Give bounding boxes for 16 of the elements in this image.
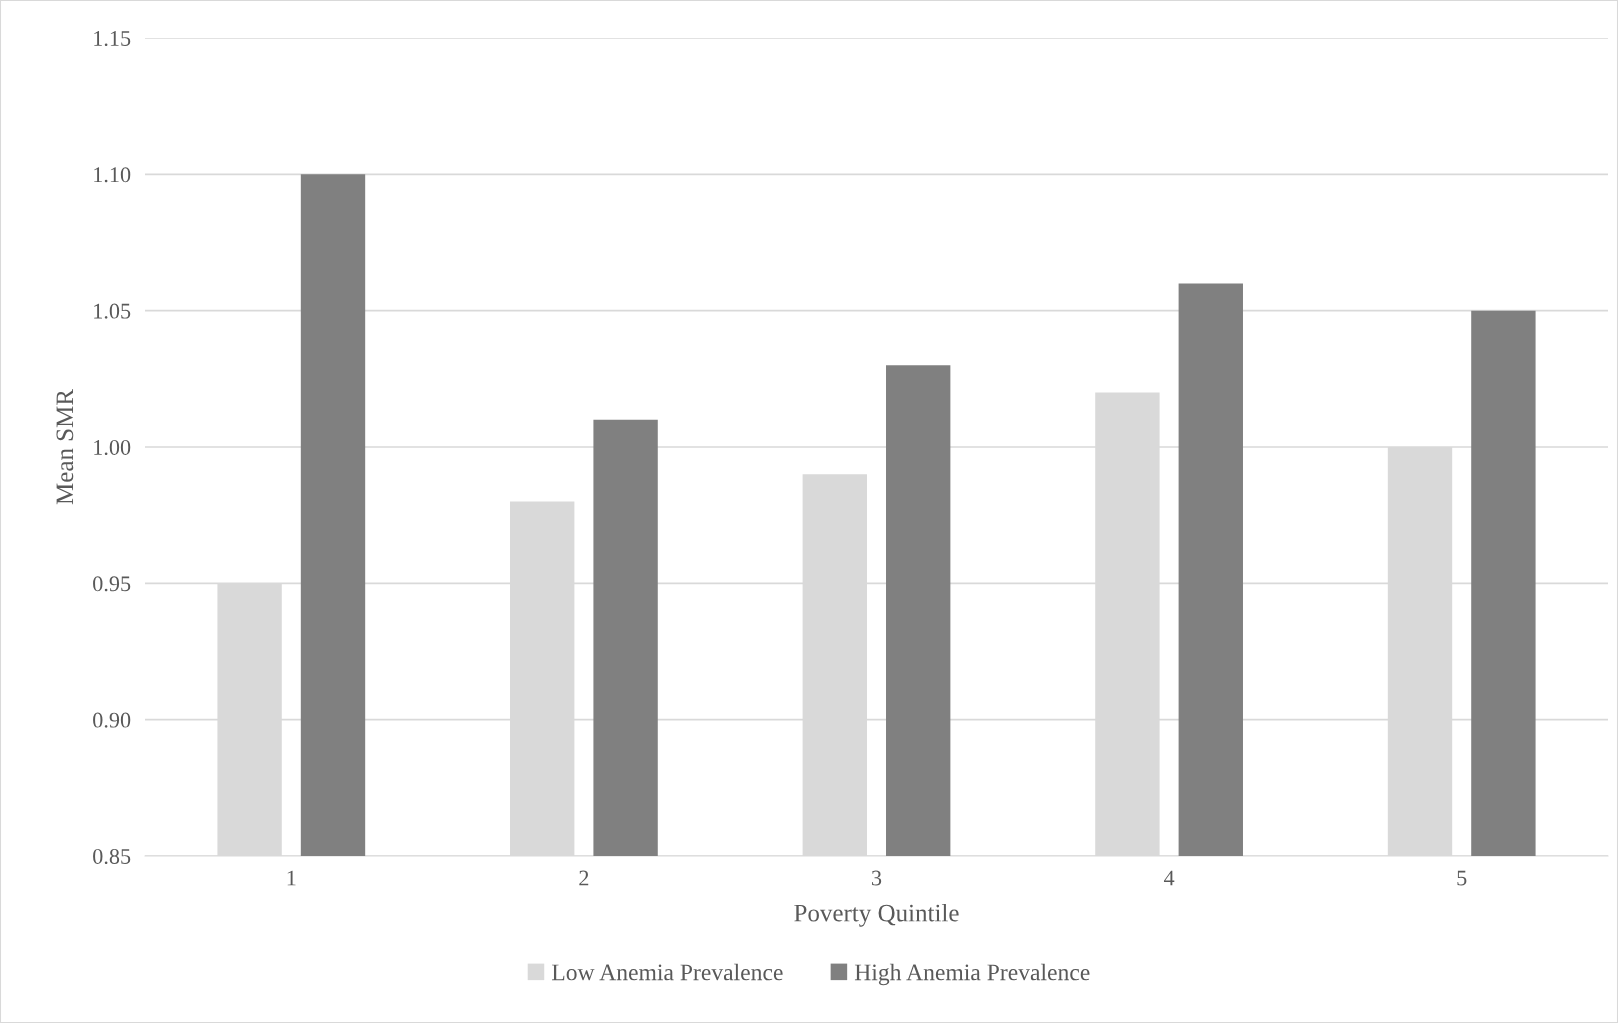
y-tick-label: 0.95 (93, 576, 131, 592)
y-tick-label: 1.05 (94, 303, 131, 319)
x-tick-label: 4 (1163, 870, 1175, 886)
x-tick-label: 2 (579, 870, 589, 886)
x-tick-label: 1 (287, 870, 296, 886)
legend-label: Low Anemia Prevalence (552, 963, 783, 981)
y-tick-label: 0.90 (93, 712, 131, 728)
legend-label: High Anemia Prevalence (854, 963, 1090, 986)
y-axis-title: Mean SMR (56, 389, 74, 505)
x-tick-label: 3 (872, 870, 882, 886)
y-tick-label: 0.85 (93, 848, 131, 865)
x-tick-label: 5 (1457, 870, 1467, 886)
y-tick-label: 1.10 (94, 167, 131, 183)
x-axis-title: Poverty Quintile (794, 903, 959, 927)
y-tick-label: 1.15 (94, 31, 131, 47)
y-tick-label: 1.00 (94, 439, 131, 456)
